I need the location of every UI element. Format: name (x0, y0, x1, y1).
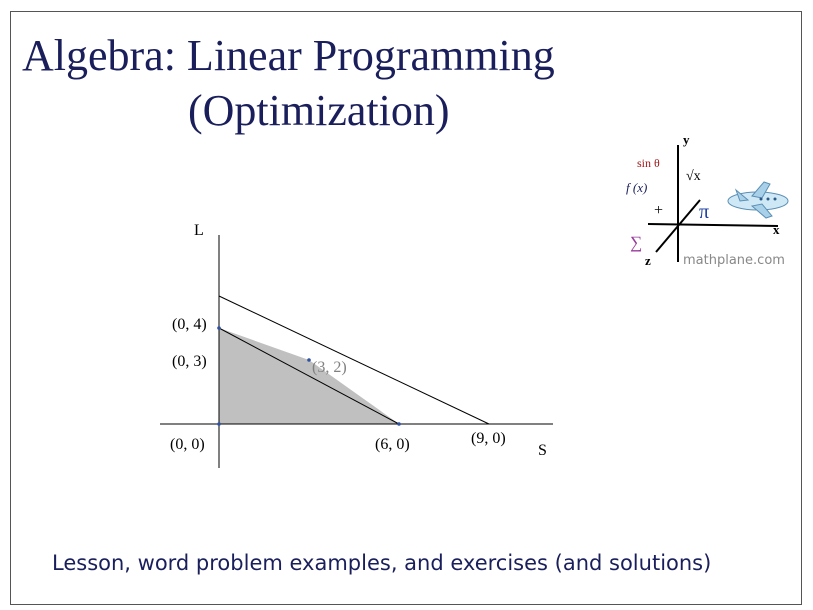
point-label-6-0: (6, 0) (375, 436, 410, 453)
point-label-9-0: (9, 0) (471, 430, 506, 447)
point-label-0-4: (0, 4) (172, 316, 207, 333)
logo-axis-z: z (645, 253, 651, 268)
constraint-line-1 (218, 295, 490, 425)
subtitle: Lesson, word problem examples, and exerc… (52, 551, 712, 575)
point-label-3-2: (3, 2) (312, 359, 347, 376)
y-axis-label: L (194, 222, 204, 239)
constraint-line-2 (218, 327, 400, 425)
logo-axis-x: x (773, 222, 780, 237)
point-label-0-3: (0, 3) (172, 353, 207, 370)
vertex-marker (307, 358, 311, 362)
vertex-marker (217, 422, 221, 426)
logo-pi: π (699, 201, 709, 223)
slide-frame (10, 11, 802, 605)
logo-site: mathplane.com (683, 253, 785, 268)
airplane-icon (727, 181, 789, 219)
logo-plus: + (654, 202, 663, 219)
page-title: Algebra: Linear Programming (22, 31, 555, 80)
page-title-line2: (Optimization) (188, 86, 450, 135)
logo-sqrt: √x (686, 169, 701, 184)
vertex-marker (217, 326, 221, 330)
mathplane-logo: y x z sin θ f (x) √x + π ∑ mathplane.com (626, 132, 789, 268)
logo-axis-y: y (683, 132, 690, 147)
logo-sin: sin θ (637, 156, 660, 170)
vertex-marker (397, 422, 401, 426)
logo-sigma: ∑ (630, 233, 642, 252)
x-axis-label: S (538, 442, 547, 459)
point-label-0-0: (0, 0) (170, 436, 205, 453)
logo-fx: f (x) (626, 180, 647, 195)
